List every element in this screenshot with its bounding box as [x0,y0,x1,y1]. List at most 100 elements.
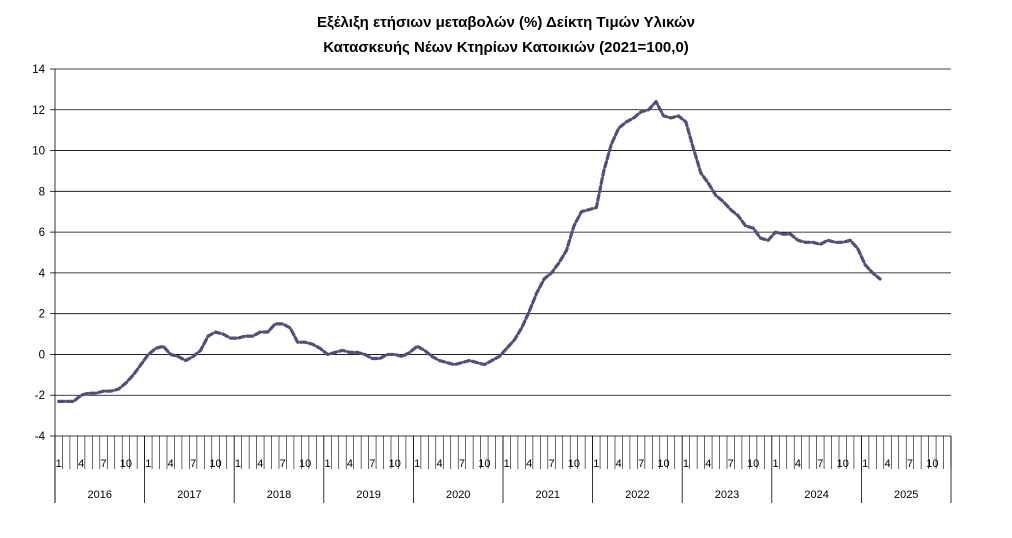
x-axis: 2016 1 4 7 10 2017 1 4 7 10 2018 1 4 7 10 2019 1 4 7 10 2020… [54,436,952,503]
data-point [57,400,60,403]
data-point [95,392,97,395]
data-point [334,351,336,354]
x-month-label: 7 [459,458,465,470]
data-point [483,363,486,366]
data-point [841,241,844,244]
x-year-label: 2025 [894,489,918,501]
x-month-label: 1 [593,458,599,470]
data-point [341,349,344,352]
data-point [177,355,180,358]
x-year-label: 2020 [446,489,470,501]
x-month-label: 10 [747,458,759,470]
x-year-label: 2017 [177,489,201,501]
data-point [244,335,247,337]
data-point [251,335,254,337]
data-point [737,214,740,217]
data-point [199,349,202,352]
data-point [573,225,575,227]
data-point [184,359,187,362]
data-point [677,114,680,117]
data-point [685,121,687,123]
data-point [80,394,83,397]
data-point [468,359,471,362]
y-tick-label: 8 [39,186,45,198]
y-tick-label: 12 [32,105,45,117]
data-point [416,345,419,348]
data-point [117,388,120,391]
x-year-label: 2022 [625,489,649,501]
data-point [371,357,374,360]
x-year-label: 2023 [715,489,739,501]
data-point [438,359,441,362]
x-year-label: 2016 [88,489,112,501]
x-year-label: 2018 [267,489,291,501]
data-point [662,114,665,117]
data-point [752,227,755,229]
chart-title-line-2: Κατασκευής Νέων Κτηρίων Κατοικιών (2021=… [323,39,689,56]
data-point [65,400,68,403]
data-point [602,170,605,172]
x-month-label: 10 [209,458,221,470]
x-month-label: 1 [862,458,868,470]
x-month-label: 10 [299,458,311,470]
x-month-label: 4 [168,458,174,470]
data-point [319,347,321,350]
data-point [386,353,389,356]
y-tick-label: 2 [39,309,45,321]
x-month-label: 7 [190,458,196,470]
data-point [670,117,672,119]
data-point [834,241,837,244]
x-month-label: 10 [120,458,132,470]
x-month-label: 1 [324,458,330,470]
x-month-label: 7 [548,458,554,470]
x-month-label: 1 [772,458,778,470]
data-point [207,335,209,337]
data-point [811,241,814,244]
data-point [617,127,620,130]
data-point [692,147,695,150]
y-tick-label: 14 [32,64,45,76]
data-point [797,239,799,242]
data-point [311,343,314,346]
x-month-label: 10 [478,458,490,470]
data-point [655,100,657,103]
x-month-label: 7 [638,458,644,470]
data-point [864,263,867,266]
data-point [632,117,635,119]
data-point [879,278,881,280]
chart-title-line-1: Εξέλιξη ετήσιων μεταβολών (%) Δείκτη Τιμ… [317,14,695,31]
x-month-label: 7 [817,458,823,470]
data-point [393,353,396,356]
data-point [535,292,538,295]
data-point [214,331,217,333]
x-year-label: 2019 [356,489,380,501]
data-point [237,337,239,340]
data-point [871,271,874,274]
data-point [625,121,628,123]
x-month-label: 1 [683,458,689,470]
data-point [849,239,852,242]
x-month-label: 1 [56,458,62,470]
data-point [154,347,157,350]
y-tick-label: 0 [39,349,45,361]
x-month-label: 4 [347,458,353,470]
data-point [408,351,411,354]
data-point [498,355,501,358]
data-point [580,210,583,213]
data-point [378,357,381,360]
y-tick-label: 10 [32,146,45,158]
data-point [528,310,531,313]
data-point [162,345,165,348]
x-month-label: 4 [884,458,890,470]
y-tick-label: -4 [35,431,46,443]
data-point [587,208,590,211]
data-point [281,322,284,325]
x-month-label: 1 [504,458,510,470]
data-point [401,355,404,358]
data-point [782,233,784,236]
data-point [222,333,224,335]
data-point [565,249,568,252]
data-point [543,278,545,280]
data-point [453,363,456,366]
